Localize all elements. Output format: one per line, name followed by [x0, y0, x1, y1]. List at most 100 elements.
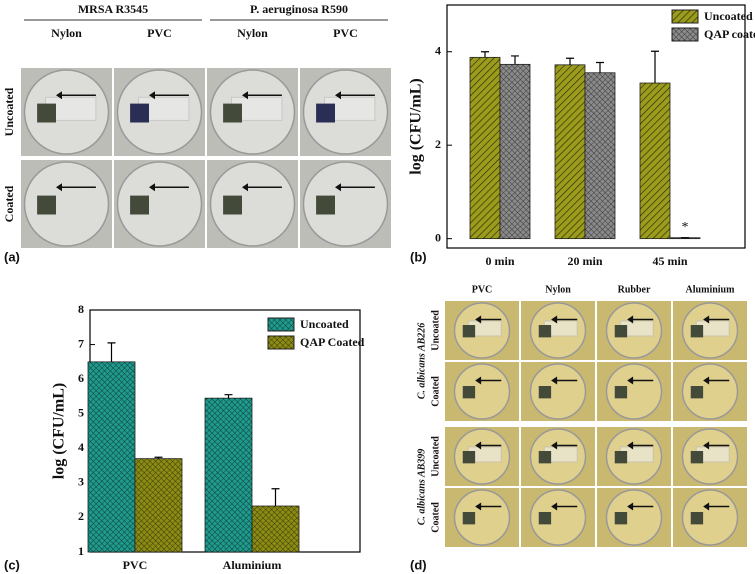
- petri-dish: [681, 363, 739, 420]
- bar-pattern: [88, 361, 135, 552]
- y-tick-label: 0: [435, 230, 441, 244]
- y-tick-label: 4: [435, 43, 441, 57]
- panel-label: (d): [410, 557, 427, 572]
- row-label: Uncoated: [430, 436, 441, 477]
- column-label: PVC: [472, 284, 493, 295]
- y-tick-label: 4: [78, 440, 84, 454]
- arrow-head: [56, 91, 62, 100]
- plot-frame: [446, 4, 746, 249]
- panel-label: (c): [4, 557, 20, 572]
- y-tick-label: 7: [78, 336, 84, 350]
- column-label: PVC: [333, 26, 358, 40]
- x-tick-label: 0 min: [485, 254, 514, 268]
- sample: [316, 195, 335, 215]
- petri-dish: [453, 363, 511, 420]
- x-tick-label: PVC: [123, 558, 148, 572]
- arrow-head: [551, 441, 558, 450]
- arrow-head: [475, 315, 482, 324]
- bar-pattern: [640, 83, 670, 239]
- x-tick-label: 45 min: [652, 254, 687, 268]
- error-bar: [481, 51, 489, 58]
- arrow-head: [627, 376, 634, 385]
- column-label: Nylon: [51, 26, 82, 40]
- sample: [690, 512, 704, 525]
- arrow-head: [551, 376, 558, 385]
- group-label: C. albicans AB399: [416, 449, 427, 526]
- petri-dish: [605, 363, 663, 420]
- arrow-head: [335, 91, 341, 100]
- sample: [37, 195, 56, 215]
- sample: [462, 386, 476, 399]
- group-label: P. aeruginosa R590: [250, 2, 348, 16]
- row-label: Uncoated: [2, 87, 16, 136]
- error-bar: [566, 57, 574, 65]
- error-bar: [511, 55, 519, 65]
- sample: [130, 103, 149, 123]
- legend-label: QAP Coated: [300, 335, 365, 349]
- sample: [614, 451, 628, 464]
- sample: [130, 195, 149, 215]
- column-label: Nylon: [237, 26, 268, 40]
- bar-pattern: [205, 398, 252, 552]
- y-axis-label: log (CFU/mL): [51, 383, 68, 479]
- arrow-head: [703, 315, 710, 324]
- legend-swatch-pattern: [672, 10, 698, 23]
- y-tick-label: 2: [435, 137, 441, 151]
- petri-dish: [605, 489, 663, 546]
- arrow-head: [703, 502, 710, 511]
- y-tick-label: 2: [78, 509, 84, 523]
- legend-swatch-pattern: [268, 336, 294, 349]
- column-label: Nylon: [545, 284, 571, 295]
- bar-pattern: [252, 506, 299, 552]
- sample: [462, 451, 476, 464]
- arrow-head: [627, 441, 634, 450]
- panel-label: (b): [410, 249, 427, 264]
- sample: [614, 512, 628, 525]
- column-label: Rubber: [618, 284, 651, 295]
- sample: [223, 103, 242, 123]
- arrow-head: [475, 502, 482, 511]
- bar-pattern: [500, 64, 530, 239]
- bar-pattern: [555, 64, 585, 239]
- bar-pattern: [470, 57, 500, 239]
- column-label: PVC: [147, 26, 172, 40]
- y-tick-label: 5: [78, 405, 84, 419]
- sample: [690, 325, 704, 338]
- y-tick-label: 1: [78, 544, 84, 558]
- sample: [538, 512, 552, 525]
- sample: [462, 325, 476, 338]
- legend-swatch-pattern: [672, 28, 698, 41]
- petri-dish: [681, 489, 739, 546]
- sample: [538, 386, 552, 399]
- arrow-head: [627, 502, 634, 511]
- arrow-head: [703, 376, 710, 385]
- sample: [316, 103, 335, 123]
- error-bar: [224, 394, 233, 399]
- arrow-head: [475, 376, 482, 385]
- y-tick-label: 6: [78, 371, 84, 385]
- arrow-head: [149, 183, 155, 192]
- x-tick-label: Aluminium: [223, 558, 282, 572]
- x-tick-label: 20 min: [567, 254, 602, 268]
- sample: [614, 325, 628, 338]
- petri-dish: [209, 161, 296, 247]
- sample: [614, 386, 628, 399]
- petri-dish: [529, 363, 587, 420]
- row-label: Coated: [2, 185, 16, 222]
- petri-dish: [302, 161, 389, 247]
- legend-swatch-pattern: [268, 318, 294, 331]
- column-label: Aluminium: [686, 284, 736, 295]
- sample: [690, 451, 704, 464]
- error-bar: [651, 50, 659, 84]
- group-label: C. albicans AB226: [416, 323, 427, 400]
- sample: [462, 512, 476, 525]
- error-bar: [271, 488, 280, 507]
- arrow-head: [149, 91, 155, 100]
- arrow-head: [551, 502, 558, 511]
- arrow-head: [335, 183, 341, 192]
- arrow-head: [242, 183, 248, 192]
- arrow-head: [627, 315, 634, 324]
- error-bar: [154, 456, 163, 459]
- bar-pattern: [585, 72, 615, 239]
